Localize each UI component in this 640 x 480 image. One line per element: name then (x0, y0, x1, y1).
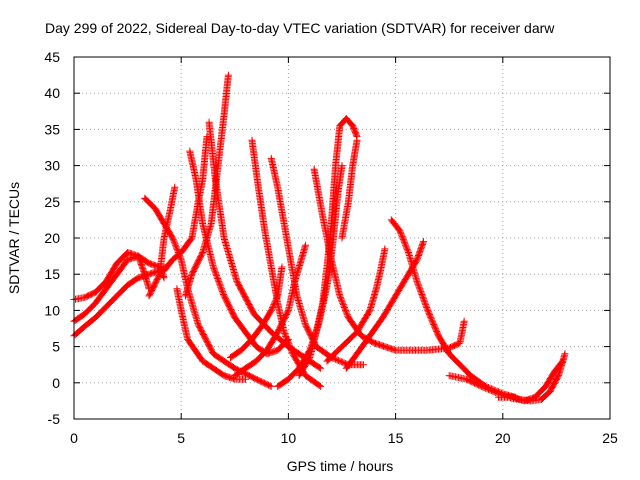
y-tick-label: 15 (44, 266, 60, 282)
series-arc-23 (495, 357, 567, 405)
x-tick-label: 25 (602, 430, 618, 446)
series-arc-10 (205, 118, 325, 372)
series-arc-16 (295, 115, 361, 380)
y-tick-label: 5 (52, 339, 60, 355)
series-arc-19 (338, 136, 361, 242)
y-tick-label: 20 (44, 230, 60, 246)
x-tick-label: 10 (281, 430, 297, 446)
y-axis-label: SDTVAR / TECUs (6, 182, 22, 294)
series-arc-1 (70, 263, 170, 340)
y-tick-label: 45 (44, 49, 60, 65)
series-arc-5 (145, 183, 179, 300)
data-point-markers (205, 118, 325, 372)
y-tick-label: 10 (44, 302, 60, 318)
y-tick-label: 30 (44, 158, 60, 174)
x-axis-label: GPS time / hours (287, 458, 394, 474)
data-point-markers (70, 263, 170, 340)
x-tick-label: 15 (388, 430, 404, 446)
x-tick-label: 0 (70, 430, 78, 446)
data-point-markers (323, 245, 389, 365)
y-tick-label: -5 (48, 411, 61, 427)
x-tick-label: 20 (495, 430, 511, 446)
axis-ticks: 0 5 10 15 20 25 -5 0 5 10 15 20 25 30 35 40 45 (44, 49, 618, 446)
data-point-markers (310, 165, 468, 354)
series-arc-18 (323, 245, 389, 365)
series-arc-7 (173, 285, 249, 383)
chart-title: Day 299 of 2022, Sidereal Day-to-day VTE… (45, 20, 555, 36)
data-point-markers (182, 71, 232, 300)
y-tick-label: 0 (52, 375, 60, 391)
data-point-markers (267, 154, 367, 369)
data-series (70, 71, 569, 405)
data-point-markers (145, 183, 179, 300)
y-tick-label: 35 (44, 121, 60, 137)
y-tick-label: 40 (44, 85, 60, 101)
data-point-markers (338, 136, 361, 242)
data-point-markers (295, 115, 361, 380)
data-point-markers (173, 285, 249, 383)
series-arc-9 (182, 71, 232, 300)
x-tick-label: 5 (177, 430, 185, 446)
y-tick-label: 25 (44, 194, 60, 210)
series-arc-14 (267, 154, 367, 369)
series-arc-17 (310, 165, 468, 354)
data-point-markers (495, 357, 567, 405)
